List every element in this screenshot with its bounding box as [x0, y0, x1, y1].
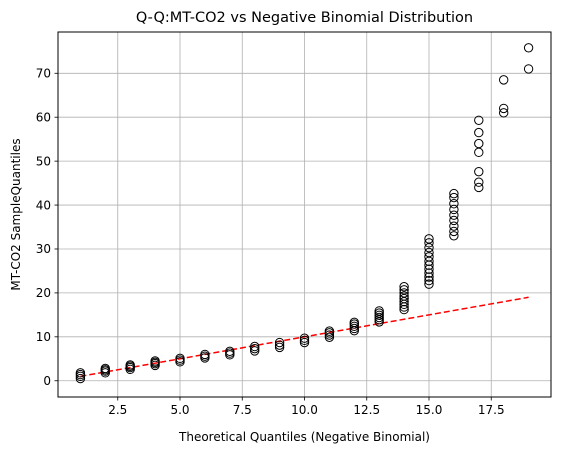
data-point: [449, 188, 459, 199]
reference-line-group: [80, 296, 529, 378]
data-point: [449, 226, 459, 237]
data-point: [250, 346, 260, 356]
x-ticks: 2.5 5.0 7.5 10.0 12.5 15.0 17.5: [108, 397, 505, 417]
data-point: [424, 238, 434, 248]
data-point: [274, 342, 285, 353]
data-point: [449, 192, 459, 203]
y-tick-label: 60: [36, 110, 51, 124]
data-point: [474, 182, 484, 193]
data-point: [449, 199, 459, 209]
data-point: [424, 252, 434, 262]
data-point: [449, 231, 459, 241]
data-point: [424, 279, 434, 289]
data-point: [474, 166, 484, 177]
data-point: [299, 335, 310, 346]
data-point: [349, 323, 359, 334]
y-tick-label: 10: [36, 330, 51, 344]
x-tick-label: 10.0: [291, 403, 318, 417]
data-point: [225, 346, 235, 357]
y-tick-label: 50: [36, 154, 51, 168]
data-point: [474, 127, 484, 138]
reference-line: [80, 296, 529, 378]
data-point: [424, 275, 434, 286]
data-point: [250, 343, 260, 354]
grid-lines: [58, 32, 551, 397]
x-tick-label: 5.0: [170, 403, 189, 417]
data-point: [324, 332, 335, 342]
data-point: [449, 210, 459, 220]
data-point: [474, 115, 484, 125]
data-point: [274, 340, 285, 350]
data-point: [399, 282, 409, 292]
x-tick-label: 12.5: [353, 403, 380, 417]
y-tick-label: 30: [36, 242, 51, 256]
x-axis-label: Theoretical Quantiles (Negative Binomial…: [178, 430, 430, 444]
data-point: [299, 333, 310, 343]
data-point: [175, 353, 185, 364]
data-point: [299, 337, 310, 348]
data-point: [150, 356, 160, 366]
data-point: [349, 321, 359, 331]
data-point: [449, 204, 459, 215]
y-ticks: 0 10 20 30 40 50 60 70: [36, 66, 58, 388]
data-point: [474, 138, 484, 149]
data-point: [349, 317, 359, 328]
data-point: [374, 312, 384, 323]
data-point: [523, 43, 534, 53]
x-tick-label: 17.5: [478, 403, 505, 417]
data-point: [523, 64, 534, 74]
data-point: [324, 326, 335, 336]
chart-title: Q-Q:MT-CO2 vs Negative Binomial Distribu…: [136, 10, 473, 26]
data-point: [274, 337, 285, 348]
data-point: [424, 247, 434, 258]
data-point: [399, 285, 409, 295]
data-point: [399, 288, 409, 298]
data-points: [75, 43, 534, 384]
data-point: [75, 373, 86, 384]
y-tick-label: 70: [36, 66, 51, 80]
y-tick-label: 40: [36, 198, 51, 212]
data-point: [374, 308, 384, 318]
data-point: [75, 368, 86, 378]
data-point: [424, 234, 434, 244]
data-point: [498, 75, 509, 85]
data-point: [324, 330, 335, 340]
data-point: [250, 341, 260, 352]
data-point: [125, 360, 135, 370]
data-point: [474, 177, 484, 187]
data-point: [200, 349, 210, 360]
data-point: [498, 103, 509, 114]
y-tick-label: 0: [43, 374, 51, 388]
data-point: [498, 108, 509, 118]
data-point: [374, 306, 384, 316]
x-tick-label: 7.5: [233, 403, 252, 417]
data-point: [374, 310, 384, 321]
data-point: [100, 363, 111, 374]
x-tick-label: 15.0: [416, 403, 443, 417]
data-point: [449, 221, 459, 231]
data-point: [449, 215, 459, 226]
x-tick-label: 2.5: [108, 403, 127, 417]
y-axis-label: MT-CO2 SampleQuantiles: [9, 138, 23, 290]
y-tick-label: 20: [36, 286, 51, 300]
data-point: [399, 291, 409, 301]
